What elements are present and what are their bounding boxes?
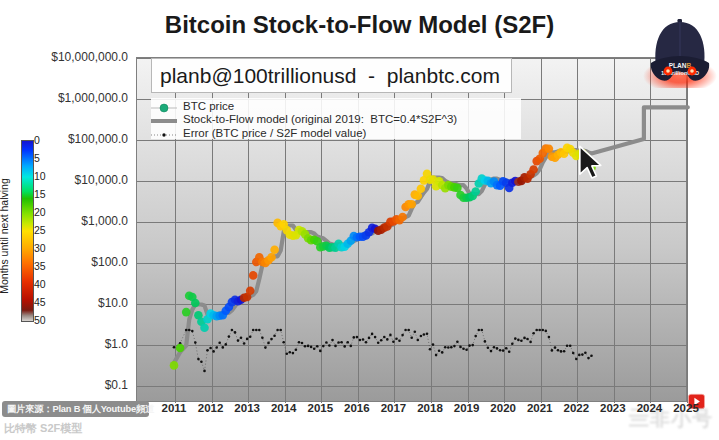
svg-text:PLANB: PLANB bbox=[669, 62, 692, 69]
